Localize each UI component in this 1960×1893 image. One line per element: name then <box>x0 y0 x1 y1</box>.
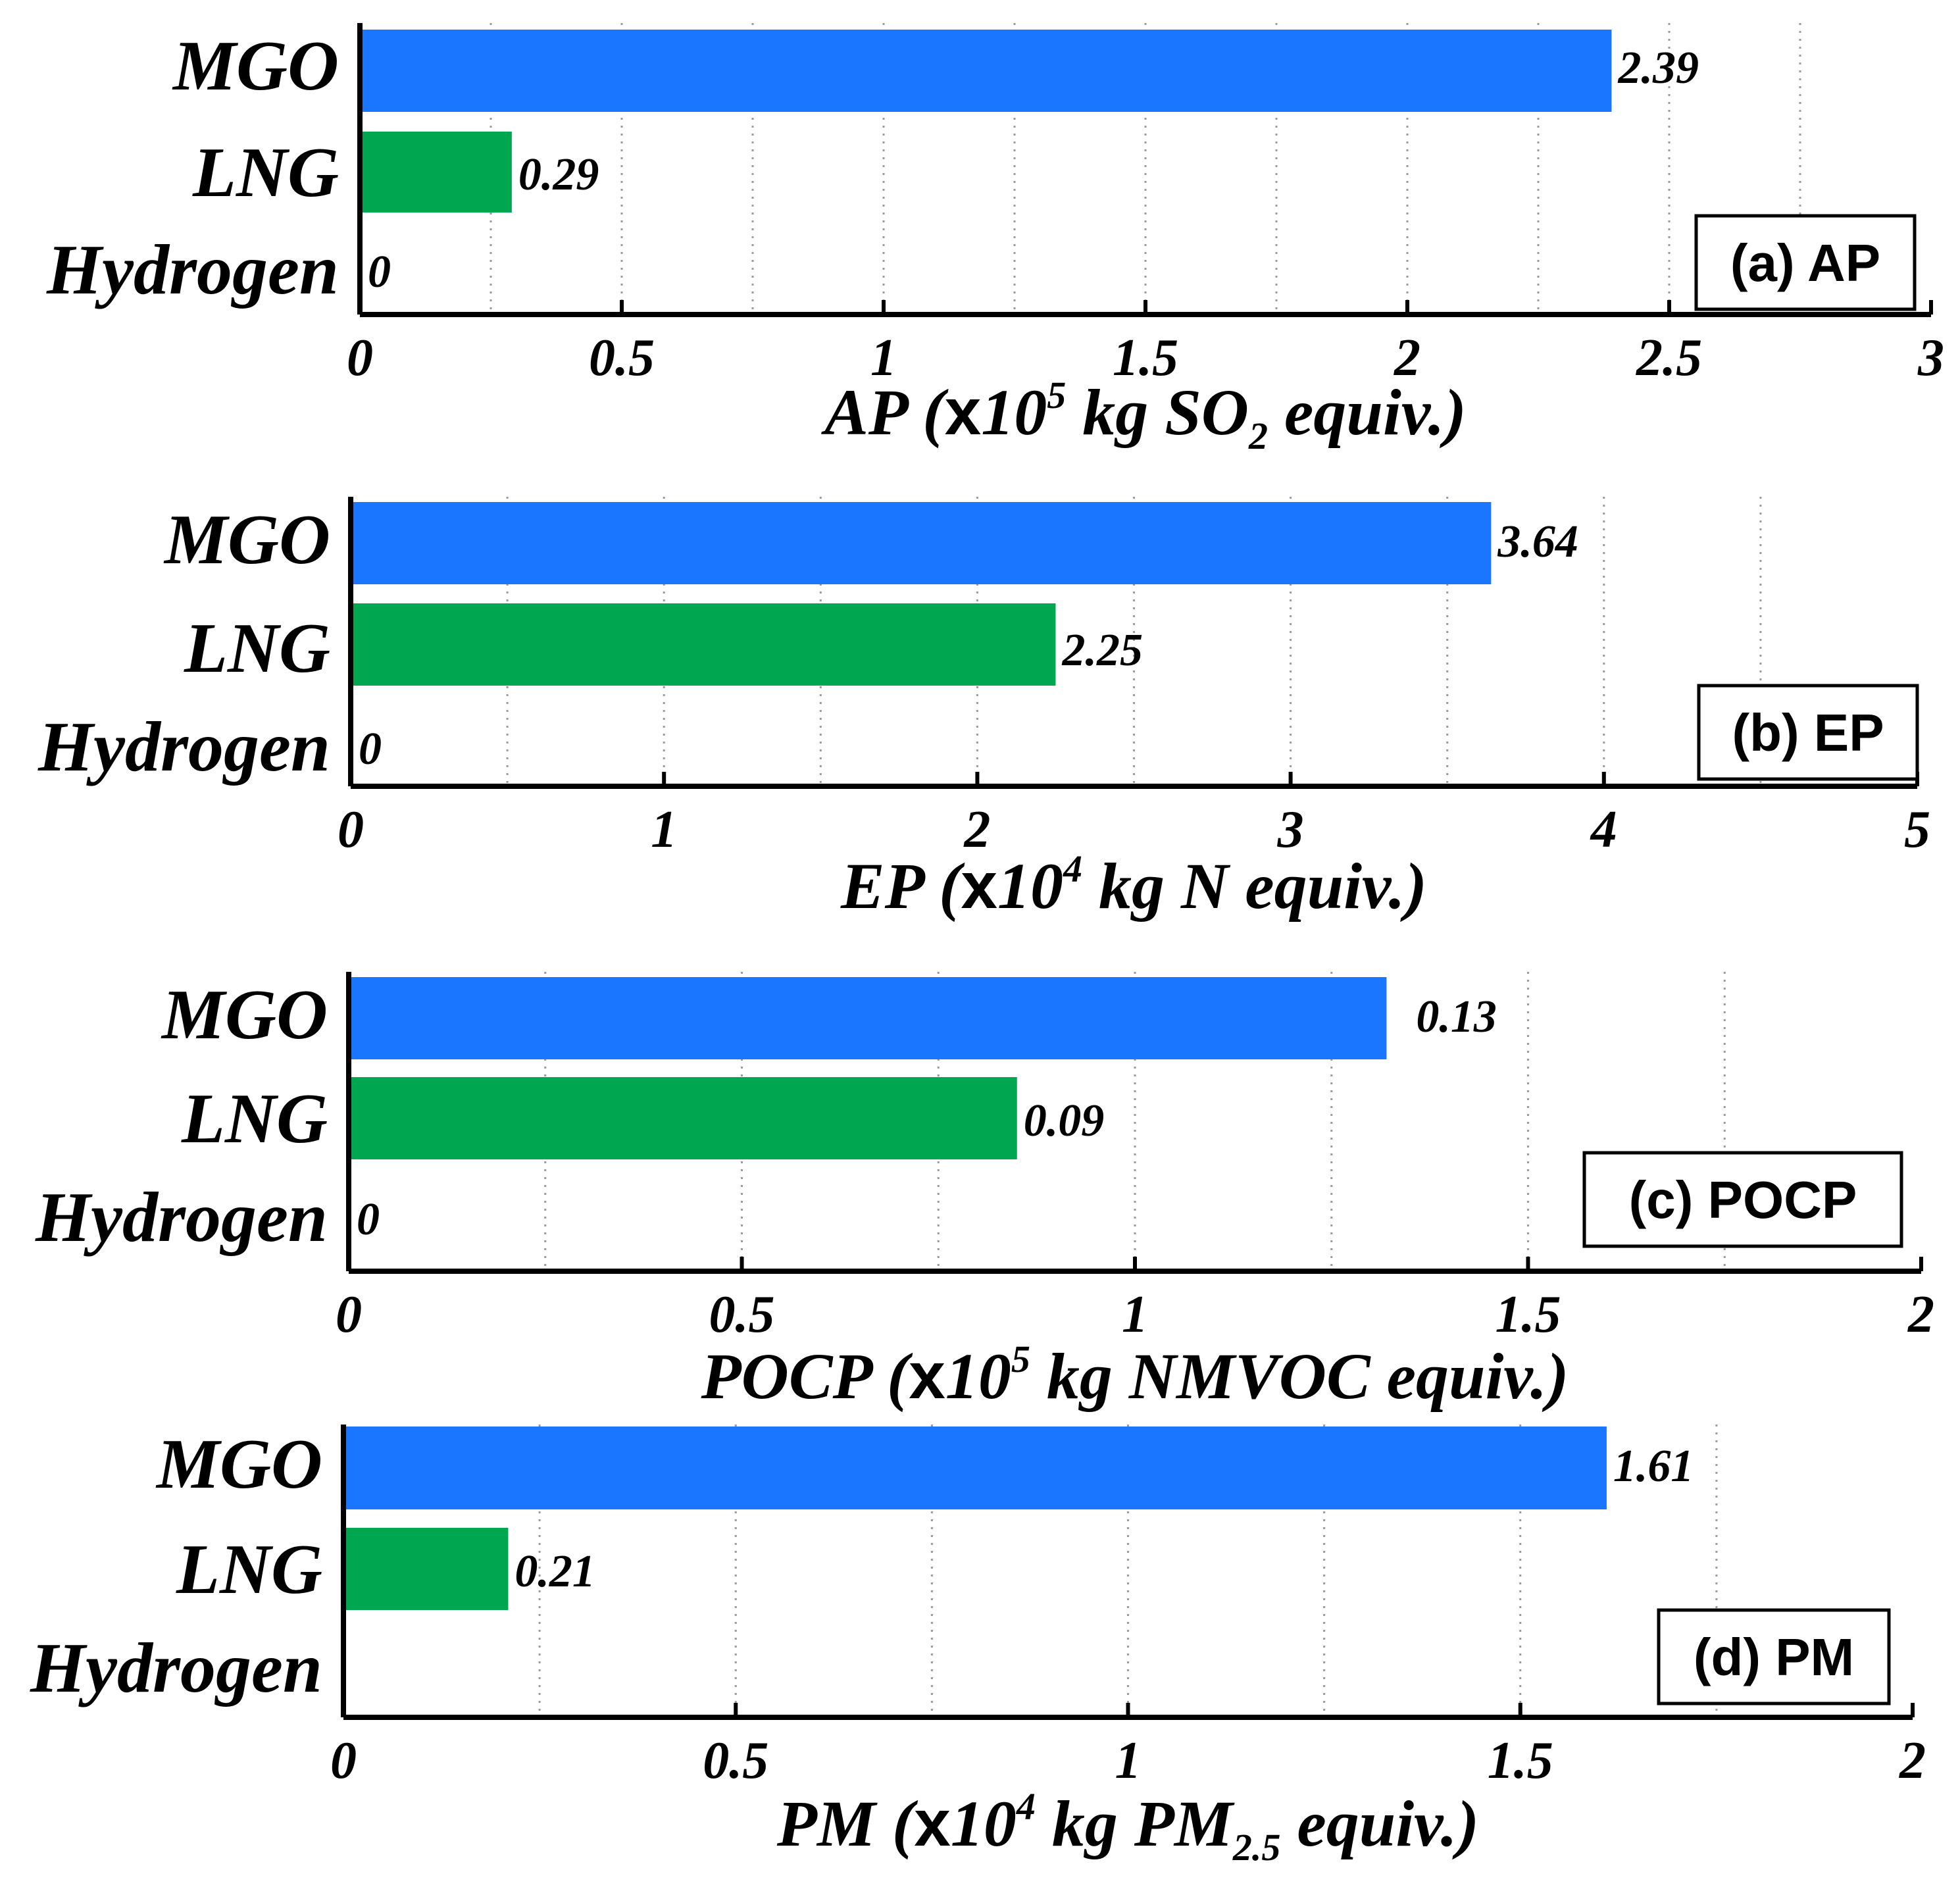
x-tick-label: 0 <box>347 329 373 387</box>
bar-mgo <box>360 30 1612 112</box>
x-tick-label: 0.5 <box>703 1732 768 1790</box>
data-label-mgo: 0.13 <box>1416 992 1497 1042</box>
panel-label-box <box>1694 214 1917 311</box>
bar-mgo <box>351 502 1492 584</box>
x-axis-title: EP (x104 kg N equiv.) <box>840 847 1427 922</box>
panel-3: 0 0.5 1 1.5 2 MGO LNG Hydrogen 0.13 0.09 0 (c) POCP… <box>35 972 1934 1413</box>
x-tick-label: 0 <box>336 1286 362 1344</box>
x-tick-label: 0.5 <box>709 1286 775 1344</box>
x-tick-label: 0 <box>330 1732 357 1790</box>
data-label-mgo: 2.39 <box>1617 43 1699 93</box>
data-label-lng: 0.29 <box>518 149 599 200</box>
x-tick-label: 3 <box>1917 329 1944 387</box>
panel-label-box <box>1697 684 1919 781</box>
x-tick-label: 4 <box>1590 801 1617 859</box>
bar-lng <box>351 603 1056 686</box>
data-label-lng: 2.25 <box>1061 625 1143 676</box>
x-tick-label: 1 <box>651 801 677 859</box>
x-tick-label: 1.5 <box>1495 1286 1561 1344</box>
x-tick-label: 1.5 <box>1488 1732 1553 1790</box>
x-tick-label: 2 <box>1394 329 1420 387</box>
data-label-lng: 0.09 <box>1024 1096 1105 1146</box>
x-tick-label: 1 <box>1115 1732 1142 1790</box>
x-axis-title: AP (x105 kg SO2 equiv.) <box>820 374 1467 457</box>
category-label-lng: LNG <box>176 1530 322 1609</box>
x-axis-title: POCP (x105 kg NMVOC equiv.) <box>701 1338 1569 1413</box>
panel-1: 0 0.5 1 1.5 2 2.5 3 MGO LNG Hydrogen 2.39 0.29 0 (a) … <box>46 23 1944 457</box>
panel-label-box <box>1657 1608 1891 1705</box>
data-label-lng: 0.21 <box>515 1546 595 1597</box>
bar-lng <box>349 1077 1017 1159</box>
data-label-mgo: 3.64 <box>1497 517 1578 567</box>
x-tick-label: 2.5 <box>1636 329 1702 387</box>
x-tick-label: 0 <box>338 801 364 859</box>
category-label-hydrogen: Hydrogen <box>35 1178 328 1257</box>
category-label-lng: LNG <box>184 609 330 688</box>
data-label-hydrogen: 0 <box>368 247 391 297</box>
x-tick-label: 2 <box>1907 1286 1934 1344</box>
panel-2: 0 1 2 3 4 5 MGO LNG Hydrogen 3.64 2.25 0 (b) EP EP (x… <box>38 497 1930 922</box>
panel-label-box <box>1582 1151 1903 1248</box>
bar-lng <box>343 1528 509 1610</box>
category-label-mgo: MGO <box>172 27 339 105</box>
category-label-hydrogen: Hydrogen <box>30 1629 322 1707</box>
data-label-hydrogen: 0 <box>357 1194 380 1245</box>
data-label-mgo: 1.61 <box>1613 1441 1694 1492</box>
x-tick-label: 2 <box>963 801 990 859</box>
bar-mgo <box>349 977 1387 1059</box>
category-label-hydrogen: Hydrogen <box>38 708 330 786</box>
data-label-hydrogen: 0 <box>359 724 382 774</box>
category-label-lng: LNG <box>181 1080 328 1158</box>
category-label-mgo: MGO <box>161 976 328 1054</box>
panel-label: (d) PM <box>1694 1628 1854 1686</box>
x-tick-label: 3 <box>1277 801 1304 859</box>
x-axis-title: PM (x104 kg PM2.5 equiv.) <box>776 1785 1479 1869</box>
category-label-mgo: MGO <box>155 1425 322 1503</box>
panel-4: 0 0.5 1 1.5 2 MGO LNG Hydrogen 1.61 0.21 (d) PM PM … <box>30 1425 1926 1869</box>
x-tick-label: 1 <box>870 329 897 387</box>
panel-label: (b) EP <box>1732 703 1884 762</box>
panel-label: (a) AP <box>1730 234 1880 292</box>
x-tick-label: 1.5 <box>1113 329 1178 387</box>
x-tick-label: 0.5 <box>589 329 655 387</box>
category-label-hydrogen: Hydrogen <box>46 231 339 309</box>
bar-lng <box>360 132 512 213</box>
bar-mgo <box>343 1426 1607 1509</box>
category-label-mgo: MGO <box>163 501 330 579</box>
x-tick-label: 5 <box>1904 801 1930 859</box>
panel-label: (c) POCP <box>1629 1171 1857 1229</box>
x-tick-label: 2 <box>1899 1732 1926 1790</box>
x-tick-label: 1 <box>1122 1286 1148 1344</box>
category-label-lng: LNG <box>192 134 339 212</box>
